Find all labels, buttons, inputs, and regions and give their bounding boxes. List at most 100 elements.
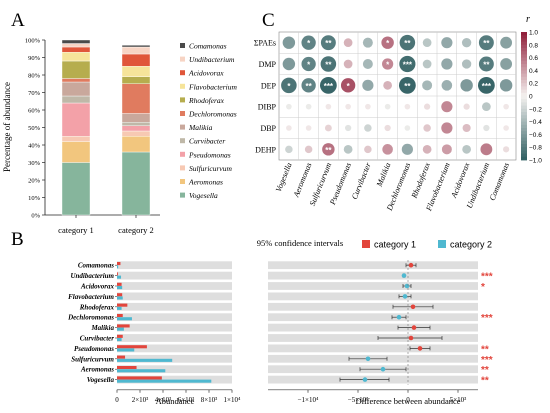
row-band bbox=[117, 292, 232, 301]
bar-segment-pseudomonas bbox=[121, 125, 151, 132]
diff-point-acidovorax bbox=[404, 283, 410, 289]
significance-marker: *** bbox=[481, 313, 493, 324]
b-right-x-axis-label: Difference between abundance bbox=[355, 396, 460, 406]
corr-circle-dbp-undibacterium bbox=[483, 124, 490, 132]
corr-significance: ** bbox=[404, 39, 411, 48]
corr-circle-dmp-curvibacter bbox=[362, 59, 373, 69]
panel-label-b: B bbox=[11, 229, 24, 250]
heatmap-row-label: DIBP bbox=[258, 103, 277, 112]
corr-significance: ** bbox=[306, 82, 313, 91]
legend-swatch-aeromonas bbox=[180, 179, 185, 184]
corr-circle-dehp-flavobacterium bbox=[441, 144, 452, 155]
corr-circle-dep-pseudomonas bbox=[340, 78, 356, 93]
colorbar-tick-label: −0.6 bbox=[529, 132, 542, 139]
corr-circle-paes-pseudomonas bbox=[343, 38, 353, 48]
bar-category-2-comamonas bbox=[117, 265, 119, 269]
corr-significance: * bbox=[386, 61, 390, 70]
colorbar-segment bbox=[521, 86, 527, 90]
heatmap-col-label: Aeromonas bbox=[291, 161, 313, 199]
corr-circle-dehp-aeromonas bbox=[304, 145, 313, 154]
y-tick-label: 80% bbox=[28, 73, 41, 80]
x-tick-label: −1×10⁴ bbox=[298, 396, 319, 404]
legend-swatch-undibacterium bbox=[180, 56, 185, 62]
heatmap-row-label: DMP bbox=[259, 60, 277, 69]
colorbar-tick-label: 0.4 bbox=[529, 68, 538, 75]
ci-title: 95% confidence intervals bbox=[257, 238, 343, 248]
y-tick-label: 30% bbox=[28, 160, 41, 167]
diff-point-comamonas bbox=[408, 262, 414, 268]
colorbar-segment bbox=[521, 35, 527, 39]
bar-category-1-vogesella bbox=[117, 376, 162, 380]
legend-label-category-1: category 1 bbox=[374, 240, 416, 250]
bar-segment-vogesella bbox=[121, 151, 151, 216]
corr-significance: ** bbox=[325, 146, 332, 155]
bar-segment-sulfuricurvum bbox=[121, 130, 151, 137]
y-tick-label: 0% bbox=[31, 213, 40, 220]
b-left-x-axis-label: Abundance bbox=[156, 396, 195, 406]
colorbar-segment bbox=[521, 131, 527, 135]
x-tick-label: 2×10³ bbox=[132, 396, 149, 404]
corr-significance: * bbox=[347, 82, 351, 91]
legend-label-category-2: category 2 bbox=[450, 240, 492, 250]
colorbar-segment bbox=[521, 134, 527, 138]
corr-circle-paes-rhodoferax bbox=[422, 38, 432, 48]
colorbar-segment bbox=[521, 73, 527, 78]
panel-label-a: A bbox=[11, 10, 25, 31]
colorbar-segment bbox=[521, 105, 527, 110]
colorbar-segment bbox=[521, 124, 527, 129]
colorbar-segment bbox=[521, 137, 527, 142]
diff-point-flavobacterium bbox=[402, 294, 408, 299]
corr-circle-paes-aeromonas bbox=[301, 35, 316, 50]
corr-circle-dep-malikia bbox=[383, 80, 392, 90]
corr-significance: * bbox=[307, 61, 311, 70]
bar-category-1-dechloromonas bbox=[117, 314, 123, 318]
heatmap-col-label: Malikia bbox=[374, 161, 392, 188]
legend-swatch-acidovorax bbox=[180, 70, 185, 76]
corr-circle-paes-dechloromonas bbox=[399, 34, 416, 51]
corr-circle-dmp-flavobacterium bbox=[441, 58, 453, 70]
corr-circle-dmp-dechloromonas bbox=[399, 55, 416, 73]
colorbar-tick-label: 0.6 bbox=[529, 55, 538, 62]
abundance-difference-chart: 95% confidence intervals category 1 categ… bbox=[67, 238, 493, 406]
colorbar-segment bbox=[521, 80, 527, 84]
corr-circle-dep-sulfuricurvum bbox=[319, 76, 337, 94]
row-band bbox=[117, 334, 232, 342]
bar-category-2-curvibacter bbox=[117, 338, 122, 342]
colorbar-tick-label: −0.8 bbox=[529, 145, 542, 152]
bar-category-2-flavobacterium bbox=[117, 296, 123, 300]
bar-category-1-aeromonas bbox=[117, 366, 137, 370]
colorbar-segment bbox=[521, 112, 527, 116]
corr-circle-dbp-malikia bbox=[384, 124, 391, 132]
diff-point-undibacterium bbox=[401, 273, 407, 278]
colorbar-segment bbox=[521, 96, 527, 100]
colorbar-tick-label: 0 bbox=[529, 94, 533, 101]
bar-category-1-flavobacterium bbox=[117, 293, 123, 297]
corr-circle-paes-vogesella bbox=[282, 36, 296, 49]
category-label-malikia: Malikia bbox=[90, 324, 114, 332]
category-label-dechloromonas: Dechloromonas bbox=[67, 314, 114, 322]
bar-segment-flavobacterium bbox=[61, 52, 91, 62]
colorbar-segment bbox=[521, 57, 527, 62]
corr-circle-dehp-pseudomonas bbox=[343, 144, 353, 154]
legend-label-dechloromonas: Dechloromonas bbox=[188, 110, 237, 119]
corr-circle-paes-acidovorax bbox=[461, 37, 472, 48]
bar-category-2-pseudomonas bbox=[117, 348, 135, 352]
corr-circle-dibp-malikia bbox=[384, 103, 391, 110]
corr-circle-dbp-flavobacterium bbox=[441, 122, 453, 134]
corr-significance: * bbox=[307, 39, 311, 48]
corr-circle-dbp-acidovorax bbox=[462, 123, 471, 133]
colorbar-segment bbox=[521, 140, 527, 145]
corr-circle-dehp-comamonas bbox=[503, 146, 510, 153]
bar-category-1-acidovorax bbox=[117, 282, 122, 286]
x-tick-label: 1×10⁴ bbox=[224, 396, 241, 404]
legend-swatch-category-1 bbox=[362, 240, 370, 248]
bar-segment-rhodoferax bbox=[61, 60, 91, 79]
corr-circle-dehp-rhodoferax bbox=[422, 144, 432, 154]
row-band bbox=[268, 302, 478, 311]
corr-circle-dbp-vogesella bbox=[286, 125, 292, 131]
colorbar-segment bbox=[521, 48, 527, 52]
corr-circle-dehp-curvibacter bbox=[364, 145, 372, 154]
bar-category-1-sulfuricurvum bbox=[117, 355, 126, 359]
bar-segment-flavobacterium bbox=[121, 66, 151, 77]
corr-circle-dep-vogesella bbox=[281, 77, 297, 94]
